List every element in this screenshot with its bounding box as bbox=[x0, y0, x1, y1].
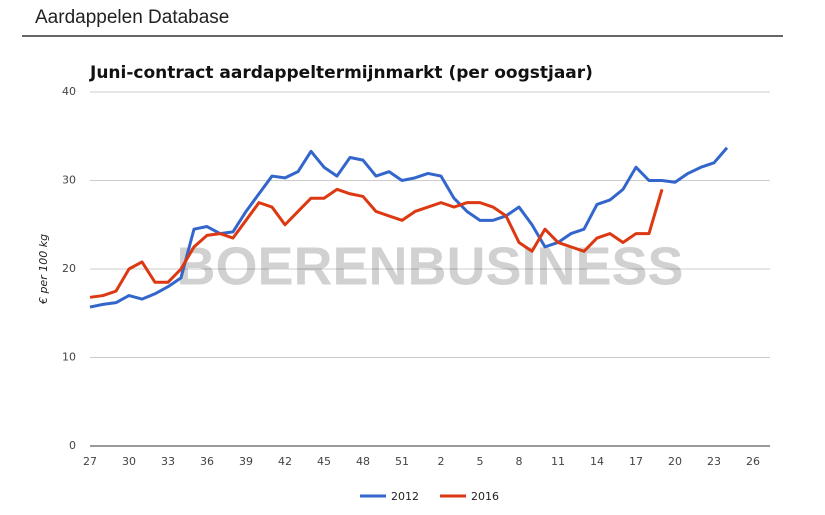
x-tick-label: 48 bbox=[356, 455, 370, 468]
y-tick-label: 0 bbox=[69, 439, 76, 452]
series-line bbox=[89, 187, 664, 299]
x-tick-label: 45 bbox=[317, 455, 331, 468]
header: Aardappelen Database bbox=[35, 7, 229, 28]
y-tick-label: 10 bbox=[62, 351, 76, 364]
x-tick-label: 51 bbox=[395, 455, 409, 468]
y-tick-label: 30 bbox=[62, 174, 76, 187]
series-line bbox=[89, 146, 729, 309]
x-tick-label: 39 bbox=[239, 455, 253, 468]
y-tick-label: 40 bbox=[62, 85, 76, 98]
x-tick-label: 20 bbox=[668, 455, 682, 468]
y-axis-label: € per 100 kg bbox=[37, 234, 50, 305]
x-tick-label: 33 bbox=[161, 455, 175, 468]
x-tick-label: 27 bbox=[83, 455, 97, 468]
x-tick-label: 2 bbox=[438, 455, 445, 468]
x-tick-label: 23 bbox=[707, 455, 721, 468]
x-tick-label: 11 bbox=[551, 455, 565, 468]
x-tick-label: 26 bbox=[746, 455, 760, 468]
legend-label: 2012 bbox=[391, 490, 419, 503]
x-tick-label: 42 bbox=[278, 455, 292, 468]
x-tick-label: 30 bbox=[122, 455, 136, 468]
x-tick-label: 17 bbox=[629, 455, 643, 468]
x-tick-label: 14 bbox=[590, 455, 604, 468]
watermark: BOERENBUSINESS bbox=[176, 236, 683, 296]
legend-label: 2016 bbox=[471, 490, 499, 503]
y-tick-label: 20 bbox=[62, 262, 76, 275]
x-tick-label: 5 bbox=[477, 455, 484, 468]
chart-title: Juni-contract aardappeltermijnmarkt (per… bbox=[89, 63, 593, 83]
x-tick-label: 8 bbox=[516, 455, 523, 468]
x-tick-label: 36 bbox=[200, 455, 214, 468]
